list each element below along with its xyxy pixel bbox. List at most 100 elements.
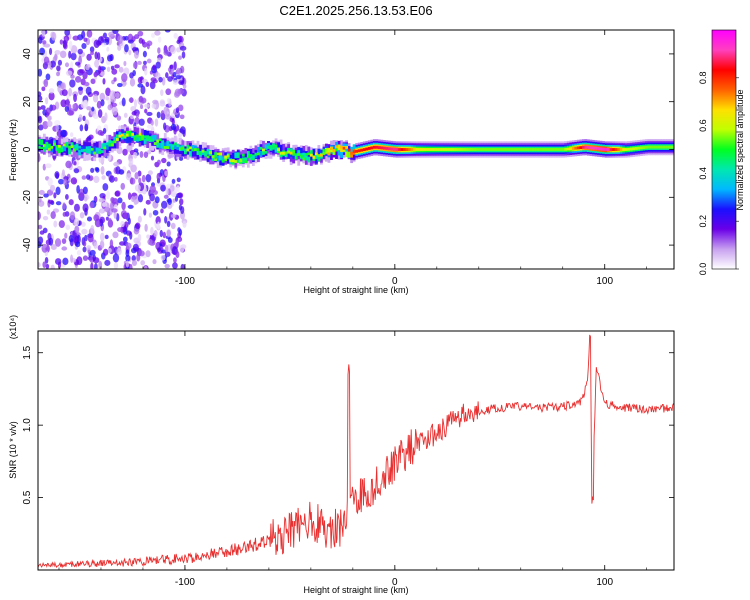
noise-cell [109, 90, 116, 100]
noise-cell [100, 166, 105, 175]
ridge-cell [65, 143, 69, 147]
ridge-cell [181, 146, 185, 150]
noise-cell [135, 222, 141, 230]
noise-cell [170, 213, 177, 219]
ridge-cell [365, 147, 369, 151]
noise-cell [40, 105, 46, 110]
ridge-cell [634, 147, 638, 150]
ridge-cell [181, 147, 185, 157]
noise-cell [73, 93, 77, 103]
noise-cell [99, 232, 105, 242]
ridge-cell [513, 148, 517, 151]
noise-cell [94, 262, 98, 269]
ridge-cell [100, 150, 104, 154]
ridge-cell [229, 159, 233, 163]
ridge-cell [138, 132, 142, 136]
ridge-cell [113, 136, 117, 143]
noise-cell [74, 225, 80, 234]
ridge-cell [579, 146, 583, 150]
ridge-cell [93, 151, 97, 155]
ridge-cell [186, 148, 190, 152]
noise-cell [38, 111, 41, 117]
ridge-cell [153, 136, 157, 146]
noise-cell [134, 34, 140, 40]
noise-cell [57, 85, 62, 93]
ridge-cell [350, 151, 354, 158]
noise-cell [79, 124, 84, 132]
noise-cell [73, 168, 80, 174]
noise-cell [108, 217, 112, 225]
ridge-cell [284, 151, 288, 155]
ridge-cell [105, 142, 109, 146]
ridge-cell [314, 153, 318, 160]
noise-cell [160, 110, 165, 118]
ridge-cell [294, 156, 298, 160]
noise-cell [126, 143, 133, 153]
noise-cell [137, 30, 144, 37]
ridge-cell [55, 139, 59, 149]
noise-cell [113, 262, 119, 269]
noise-cell [148, 212, 153, 218]
ridge-cell [463, 148, 467, 151]
ridge-cell [143, 135, 147, 139]
noise-cell [120, 182, 126, 190]
ridge-cell [269, 147, 273, 151]
noise-cell [143, 60, 147, 65]
colorbar-tick-label: 0.0 [698, 263, 708, 276]
noise-cell [65, 98, 70, 108]
noise-cell [69, 211, 76, 220]
ridge-cell [340, 148, 343, 158]
ridge-cell [420, 148, 424, 151]
ridge-cell [400, 148, 404, 151]
ridge-cell [662, 145, 666, 149]
ridge-cell [50, 138, 54, 148]
ridge-cell [211, 149, 215, 160]
ridge-cell [655, 145, 658, 149]
ridge-cell [244, 157, 248, 161]
ridge-cell [289, 148, 293, 155]
noise-cell [104, 259, 111, 266]
noise-cell [167, 237, 173, 243]
noise-cell [160, 254, 166, 261]
noise-cell [65, 193, 69, 200]
noise-cell [167, 153, 175, 158]
ridge-cell [153, 134, 157, 141]
ridge-cell [201, 149, 205, 153]
ridge-cell [534, 148, 537, 151]
noise-cell [43, 78, 49, 88]
noise-cell [161, 157, 167, 164]
ridge-cell [496, 148, 500, 151]
ridge-cell [554, 148, 558, 151]
noise-cell [143, 208, 147, 216]
ridge-cell [70, 145, 74, 149]
noise-cell [167, 76, 173, 82]
noise-cell [55, 201, 62, 206]
ridge-cell [592, 146, 595, 150]
ridge-cell [672, 145, 674, 149]
ridge-cell [317, 148, 321, 158]
ridge-cell [430, 148, 434, 151]
noise-cell [132, 61, 138, 69]
noise-cell [83, 99, 89, 108]
snr-x-tick-label: 100 [596, 577, 613, 588]
ridge-cell [629, 147, 633, 151]
ridge-cell [246, 151, 250, 157]
noise-cell [61, 238, 67, 244]
noise-cell [167, 197, 172, 206]
ridge-cell [282, 151, 286, 155]
noise-cell [125, 242, 132, 249]
ridge-cell [146, 136, 150, 140]
noise-cell [104, 36, 110, 43]
noise-cell [161, 76, 166, 86]
noise-cell [46, 120, 53, 127]
ridge-cell [632, 147, 636, 151]
ridge-cell [90, 148, 94, 155]
ridge-cell [639, 146, 643, 150]
noise-cell [62, 257, 69, 266]
ridge-cell [68, 145, 71, 149]
ridge-cell [143, 129, 147, 139]
noise-cell [137, 233, 142, 242]
noise-cell [134, 172, 139, 180]
ridge-cell [309, 150, 313, 156]
ridge-cell [461, 148, 464, 151]
